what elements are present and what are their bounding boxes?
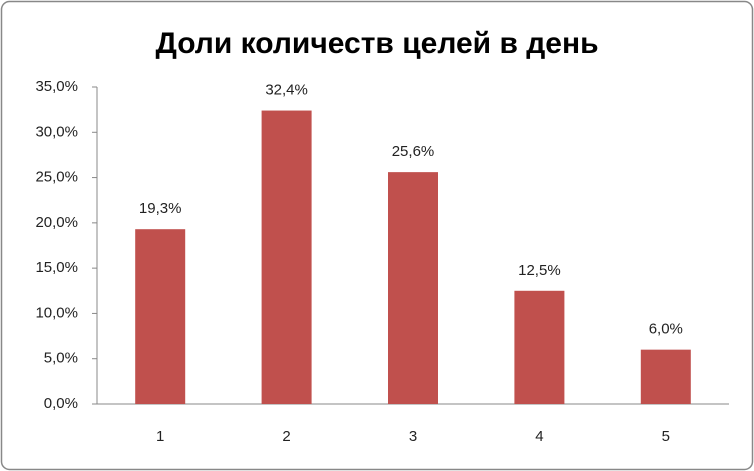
data-label: 12,5% <box>518 262 561 279</box>
x-tick-label: 2 <box>282 428 290 445</box>
chart-title: Доли количеств целей в день <box>155 27 598 60</box>
data-label: 25,6% <box>392 143 435 160</box>
x-tick-label: 3 <box>409 428 417 445</box>
y-tick-label: 25,0% <box>35 169 78 186</box>
y-tick-label: 20,0% <box>35 214 78 231</box>
y-tick-label: 5,0% <box>44 350 78 367</box>
y-tick-label: 30,0% <box>35 123 78 140</box>
data-label: 6,0% <box>649 321 683 338</box>
y-tick-label: 10,0% <box>35 304 78 321</box>
bar <box>135 229 186 404</box>
data-label: 32,4% <box>265 82 308 99</box>
y-tick-label: 0,0% <box>44 395 78 412</box>
y-tick-label: 15,0% <box>35 259 78 276</box>
bar <box>640 349 691 404</box>
bar <box>514 290 565 404</box>
data-label: 19,3% <box>139 200 182 217</box>
bar <box>261 110 312 404</box>
bar <box>388 172 438 404</box>
x-tick-label: 4 <box>535 428 543 445</box>
y-tick-label: 35,0% <box>35 78 78 95</box>
x-tick-label: 1 <box>156 428 164 445</box>
x-tick-label: 5 <box>662 428 670 445</box>
